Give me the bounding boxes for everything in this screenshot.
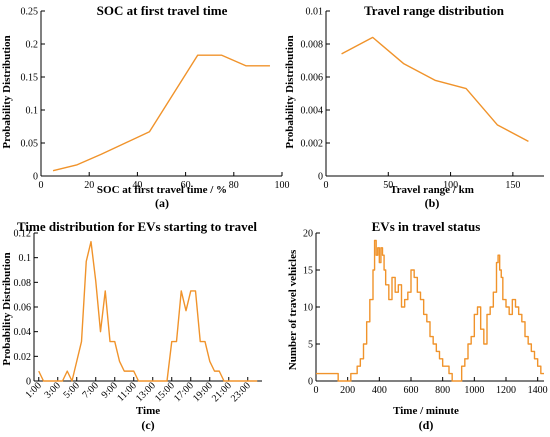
x-tick-label: 21:00 [210,380,234,404]
y-tick-label: 0.15 [21,73,39,84]
y-tick-label: 0.08 [14,278,32,289]
panel-tag: (a) [155,196,169,210]
panel-tag: (d) [419,418,434,432]
panel-tag: (b) [425,196,440,210]
y-tick-label: 0.1 [26,106,39,117]
y-tick-label: 0.002 [301,139,324,150]
x-tick-label: 0 [39,180,44,191]
x-tick-label: 0 [314,385,319,396]
chart-title: Time distribution for EVs starting to tr… [17,219,257,234]
plot-area: 0 0.002 0.004 0.006 0.008 0.01 0 50 100 150 [301,7,544,191]
y-tick-label: 20 [303,229,313,240]
x-tick-label: 60 [181,180,191,191]
x-tick-label: 200 [340,385,355,396]
x-axis-label: SOC at first travel time / % [97,184,227,196]
x-tick-label: 400 [372,385,387,396]
y-axis-label: Probability Distribution [284,35,296,148]
x-tick-label: 100 [275,180,290,191]
x-axis-label: Time / minute [393,405,459,417]
series-line [38,240,258,382]
y-tick-label: 0.12 [14,229,32,240]
y-tick-label: 5 [308,340,313,351]
x-tick-label: 20 [84,180,94,191]
x-tick-label: 1200 [496,385,516,396]
y-tick-label: 0.1 [19,253,32,264]
x-tick-label: 3:00 [43,380,63,400]
y-axis-label: Probability Distribution [1,35,13,148]
chart-title: SOC at first travel time [97,3,228,18]
y-tick-label: 0.05 [21,139,39,150]
y-tick-label: 0.04 [14,327,32,338]
plot-area: 0 0.05 0.1 0.15 0.2 0.25 0 20 40 60 80 100 [21,7,290,192]
x-tick-label: 800 [435,385,450,396]
chart-title: Travel range distribution [364,3,505,18]
x-tick-label: 11:00 [115,380,139,404]
x-tick-label: 23:00 [229,380,253,404]
x-tick-label: 17:00 [172,380,196,404]
x-tick-label: 5:00 [62,380,82,400]
y-tick-label: 0.02 [14,352,32,363]
x-tick-label: 50 [383,180,393,191]
x-axis-label: Travel range / km [390,184,474,196]
x-tick-label: 1400 [528,385,548,396]
y-tick-label: 0 [318,172,323,183]
series-line [52,54,270,172]
plot-area: 00.020.040.060.080.10.121:003:005:007:00… [14,229,262,404]
y-tick-label: 0 [26,377,31,388]
y-tick-label: 0.006 [301,73,324,84]
x-tick-label: 19:00 [191,380,215,404]
y-tick-label: 10 [303,303,313,314]
x-tick-label: 13:00 [134,380,158,404]
y-tick-label: 0.004 [301,106,324,117]
panel-tag: (c) [141,418,154,432]
y-tick-label: 0.2 [26,40,39,51]
y-tick-label: 0.01 [306,7,324,18]
y-axis-label: Number of travel vehicles [287,249,299,370]
x-tick-label: 40 [132,180,142,191]
x-tick-label: 150 [505,180,520,191]
x-tick-label: 100 [443,180,458,191]
x-tick-label: 15:00 [153,380,177,404]
y-tick-label: 15 [303,266,313,277]
x-tick-label: 1000 [464,385,484,396]
series-line [316,239,544,382]
panel-b: Travel range distribution 0 0.002 0.004 0.0… [284,3,544,210]
y-tick-label: 0 [33,172,38,183]
y-tick-label: 0.06 [14,303,32,314]
panel-c: Time distribution for EVs starting to tr… [1,219,262,432]
x-axis-label: Time [136,405,160,417]
x-tick-label: 600 [404,385,419,396]
x-tick-label: 0 [324,180,329,191]
chart-title: EVs in travel status [372,219,481,234]
y-tick-label: 0.25 [21,7,39,18]
panel-a: SOC at first travel time 0 0.05 0.1 0.15 0.2… [1,3,290,210]
y-tick-label: 0 [308,377,313,388]
x-tick-label: 80 [229,180,239,191]
y-tick-label: 0.008 [301,40,324,51]
y-axis-label: Probability Distribution [1,252,13,365]
x-tick-label: 7:00 [81,380,101,400]
series-line [341,36,529,142]
